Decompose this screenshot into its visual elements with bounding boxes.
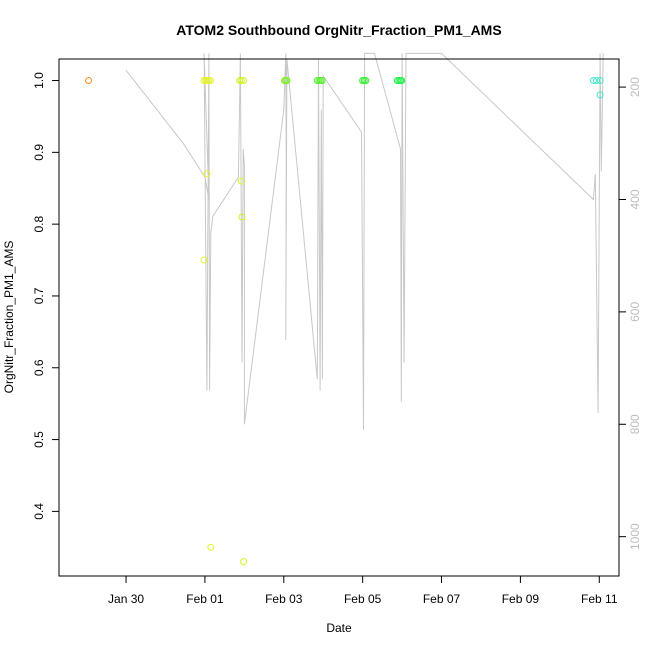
data-point (207, 543, 215, 551)
data-point (237, 177, 245, 185)
x-tick-label: Feb 05 (344, 592, 382, 606)
y-tick-label: 0.5 (32, 431, 46, 448)
points-layer (85, 77, 604, 566)
data-point (200, 256, 208, 264)
x-axis-ticks: Jan 30 Feb 01 Feb 03 Feb 05 Feb 07 Feb 09 Feb … (108, 576, 618, 606)
y-tick-label: 0.4 (32, 503, 46, 520)
data-point (362, 77, 370, 85)
data-point (398, 77, 406, 85)
data-point (240, 77, 248, 85)
y2-tick-label: 600 (628, 302, 642, 322)
y-tick-label: 0.9 (32, 144, 46, 161)
secondary-series-line (125, 52, 604, 430)
data-point (203, 170, 211, 178)
y2-tick-label: 400 (628, 189, 642, 209)
data-point (318, 77, 326, 85)
x-tick-label: Feb 01 (186, 592, 224, 606)
secondary-line-layer (125, 52, 604, 430)
x-tick-label: Jan 30 (108, 592, 144, 606)
data-point (596, 77, 604, 85)
x-axis-label: Date (326, 621, 352, 635)
y-tick-label: 0.6 (32, 359, 46, 376)
data-point (85, 77, 93, 85)
plot-frame (58, 58, 620, 577)
y2-tick-label: 800 (628, 414, 642, 434)
data-point (596, 91, 604, 99)
y2-tick-label: 1000 (628, 523, 642, 550)
y-axis-ticks: 0.4 0.5 0.6 0.7 0.8 0.9 1.0 (32, 72, 59, 520)
x-tick-label: Feb 03 (265, 592, 303, 606)
secondary-y-axis-ticks: 200 400 600 800 1000 (619, 77, 642, 550)
x-tick-label: Feb 11 (581, 592, 618, 606)
y-tick-label: 1.0 (32, 72, 46, 89)
x-tick-label: Feb 09 (502, 592, 540, 606)
data-point (589, 77, 597, 85)
data-point (206, 77, 214, 85)
data-point (283, 77, 291, 85)
data-point (593, 77, 601, 85)
y-axis-label: OrgNitr_Fraction_PM1_AMS (2, 241, 16, 394)
y-tick-label: 0.8 (32, 215, 46, 232)
data-point (238, 213, 246, 221)
y2-tick-label: 200 (628, 77, 642, 97)
data-point (240, 558, 248, 566)
y-tick-label: 0.7 (32, 287, 46, 304)
data-point (237, 77, 245, 85)
x-tick-label: Feb 07 (423, 592, 461, 606)
chart-title: ATOM2 Southbound OrgNitr_Fraction_PM1_AM… (176, 22, 501, 38)
